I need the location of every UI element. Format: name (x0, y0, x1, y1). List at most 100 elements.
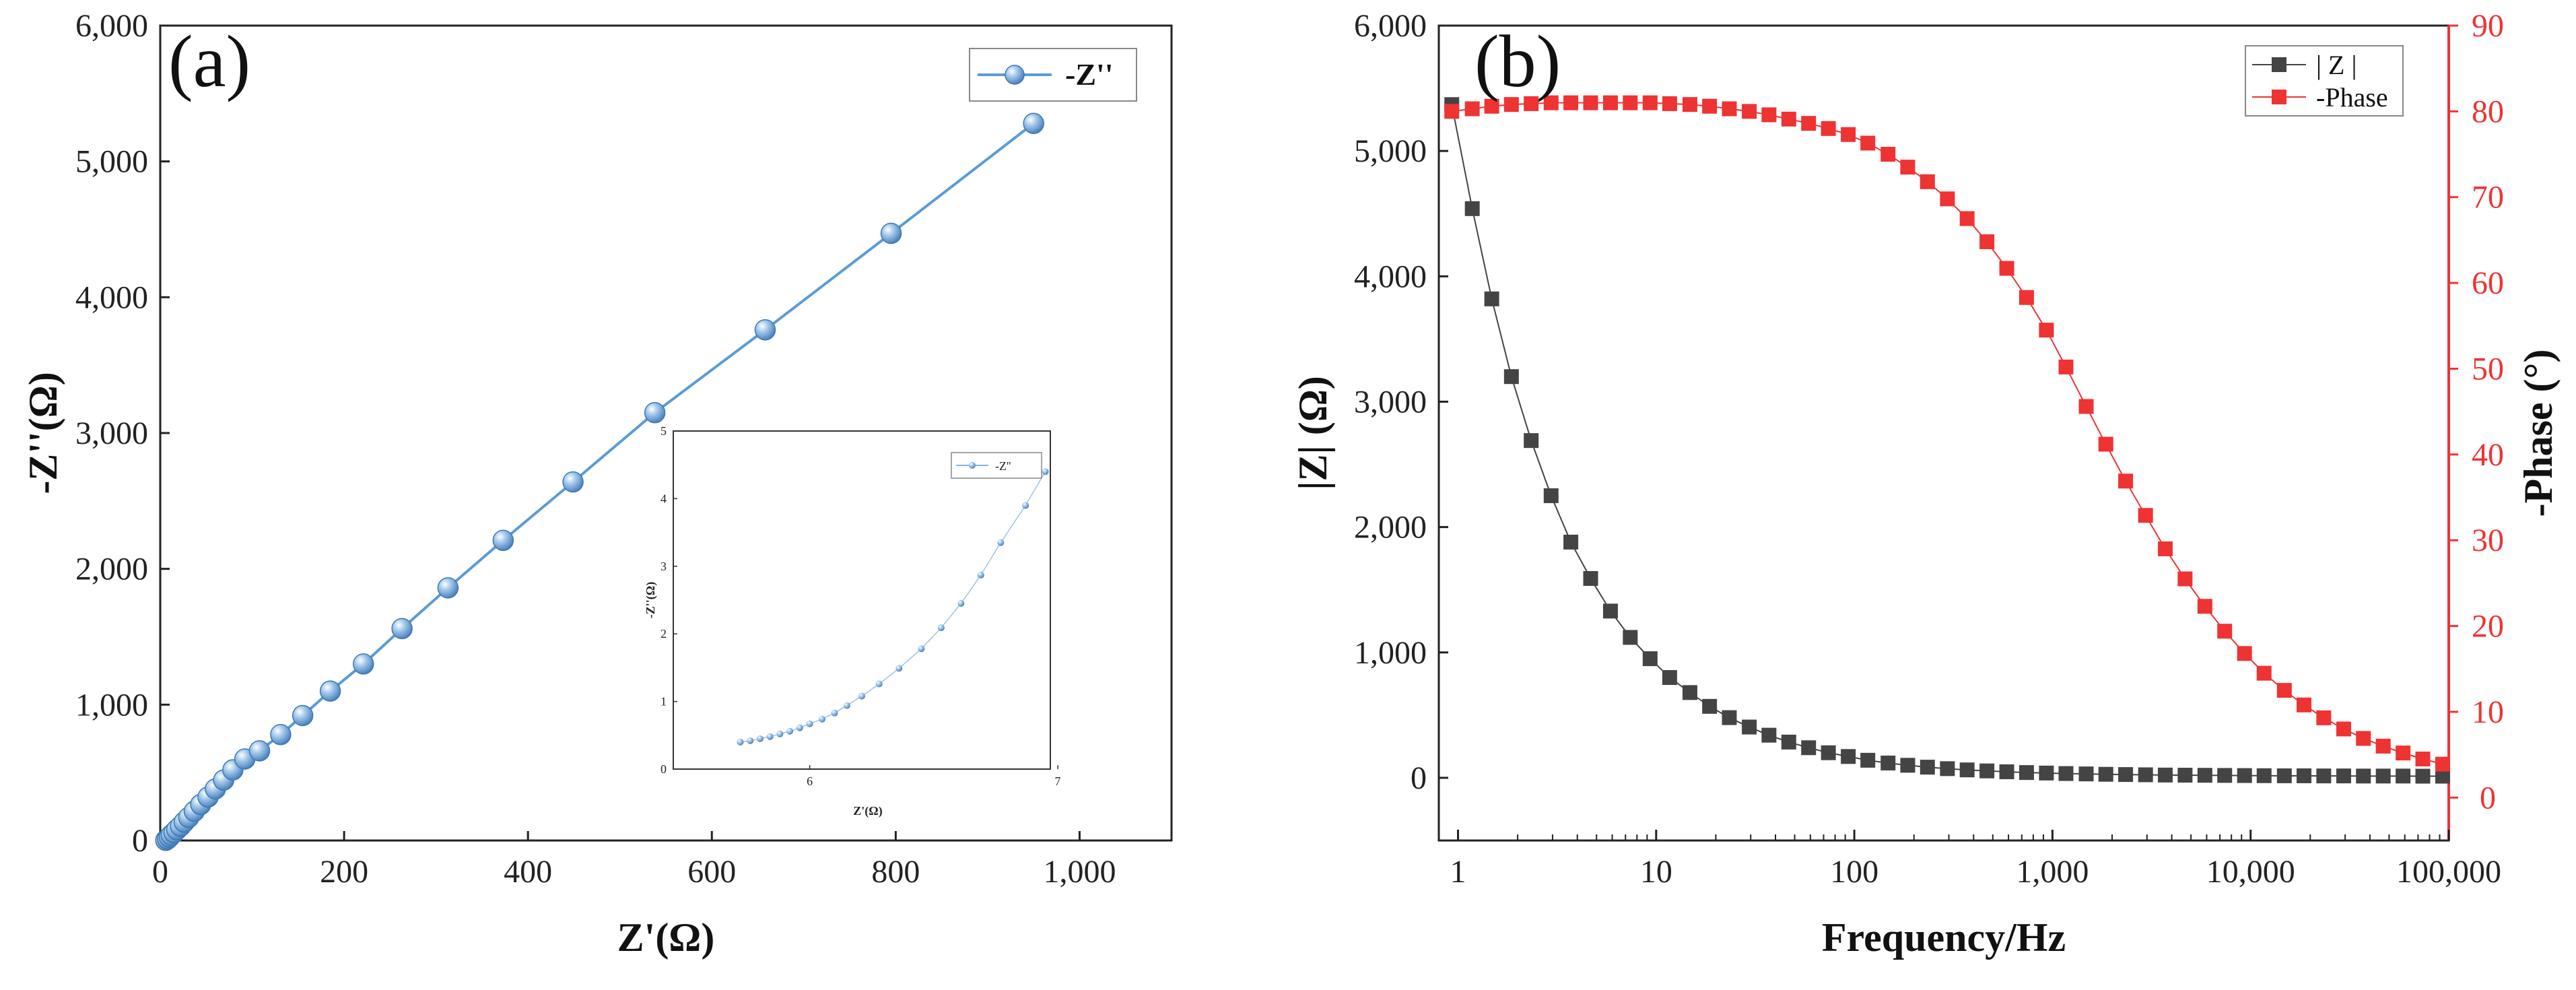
panel-a-y-axis-title: -Z''(Ω) (21, 372, 65, 494)
panel-a-inset-data-point (997, 539, 1005, 546)
panel-b-phase-data-point (1841, 127, 1856, 142)
panel-a-inset-series (737, 468, 1049, 746)
panel-b-y-right-tick-label: 70 (2472, 180, 2504, 216)
panel-b-phase-data-point (1682, 97, 1697, 112)
panel-a-ticks: 0 200 400 600 800 1,000 0 1,000 2,000 3,000 4,000 5… (75, 8, 1116, 890)
panel-a-inset-y-tick-label: 0 (660, 762, 667, 776)
panel-b-x-tick-label: 10,000 (2206, 854, 2295, 890)
panel-a-inset-data-point (1022, 502, 1029, 509)
panel-b-phase-data-point (1959, 211, 1975, 226)
panel-a-data-point (353, 653, 374, 675)
panel-a-inset-data-point (977, 571, 984, 579)
panel-a-inset-data-point (895, 665, 903, 672)
panel-b-y-right-tick-label: 60 (2472, 265, 2504, 301)
panel-b-phase-data-point (2118, 473, 2134, 489)
panel-b-phase-data-point (1979, 234, 1995, 249)
panel-b-phase-data-point (2276, 683, 2292, 698)
panel-b-phase-data-point (2336, 721, 2351, 737)
panel-b-z-data-point (1860, 752, 1876, 768)
panel-b-z-data-point (2435, 768, 2450, 784)
panel-a-inset-data-point (918, 645, 925, 653)
panel-b-z-data-point (1642, 651, 1658, 667)
panel-b-z-data-point (1742, 719, 1757, 735)
panel-b-z-data-point (1524, 433, 1539, 449)
panel-b-series (1444, 95, 2450, 784)
panel-b-phase-data-point (2237, 646, 2252, 661)
panel-b-legend-marker-z (2272, 57, 2286, 72)
panel-b-phase-data-point (2375, 738, 2391, 754)
panel-a-x-tick-label: 600 (687, 854, 736, 890)
panel-b-z-data-point (1623, 630, 1638, 645)
panel-b-z-data-point (2078, 766, 2094, 782)
panel-b-x-tick-label: 1,000 (2016, 854, 2089, 890)
panel-a-inset-data-point (831, 709, 838, 717)
panel-b-z-data-point (1880, 755, 1896, 770)
panel-a-inset-data-point (957, 600, 965, 607)
panel-a-data-point (562, 471, 584, 493)
panel-b-phase-data-point (1623, 95, 1638, 110)
panel-a-inset-legend-marker (969, 462, 976, 469)
panel-b-z-data-point (2019, 765, 2034, 781)
panel-b-y-tick-label: 3,000 (1354, 384, 1427, 420)
panel-b-x-tick-label: 100,000 (2396, 854, 2501, 890)
panel-a-inset: 6 7 0 1 2 3 4 5 -Z'' Z'(Ω) -Z''(Ω) (644, 424, 1061, 818)
panel-b-z-data-point (2336, 768, 2351, 784)
panel-b-bode-plot: 1 10 100 1,000 10,000 100,00001,0002,0003,000… (1291, 8, 2561, 960)
panel-b-z-data-point (1543, 488, 1559, 504)
panel-a-series (155, 112, 1044, 851)
panel-b-phase-data-point (2415, 752, 2431, 766)
panel-b-phase-data-point (1940, 191, 1955, 207)
panel-b-phase-data-point (2356, 731, 2371, 746)
panel-a-inset-y-tick-label: 2 (660, 627, 667, 640)
panel-a-inset-legend: -Z'' (951, 452, 1042, 479)
panel-b-phase-data-point (2316, 710, 2332, 725)
panel-b-legend-marker-phase (2272, 90, 2286, 104)
panel-b-z-data-point (2197, 768, 2212, 783)
panel-a-legend-marker (1005, 65, 1025, 85)
panel-a-inset-data-point (766, 733, 774, 740)
panel-a-data-point (1023, 112, 1044, 134)
panel-b-z-data-point (1999, 764, 2014, 779)
panel-b-y-right-tick-label: 80 (2472, 94, 2504, 129)
panel-b-legend-label-z: | Z | (2316, 50, 2357, 80)
panel-b-phase-data-point (1543, 95, 1559, 110)
panel-b-x-tick-label: 10 (1640, 854, 1672, 890)
panel-b-z-data-point (2157, 767, 2173, 783)
panel-b-y-right-tick-label: 20 (2472, 609, 2504, 645)
panel-b-z-data-point (1682, 685, 1697, 700)
panel-b-y-right-tick-label: 10 (2472, 694, 2504, 730)
panel-b-x-tick-label: 1 (1450, 854, 1466, 890)
panel-b-z-data-point (2316, 768, 2332, 784)
panel-b-legend: | Z | -Phase (2245, 45, 2404, 117)
panel-b-z-data-point (2276, 768, 2292, 783)
panel-b-y-tick-label: 5,000 (1354, 133, 1427, 169)
panel-b-phase-data-point (1821, 121, 1836, 136)
panel-a-inset-data-point (747, 737, 754, 744)
panel-a-inset-data-point (843, 702, 850, 709)
panel-b-phase-data-point (2078, 399, 2094, 414)
panel-b-z-data-point (1484, 291, 1499, 306)
panel-b-label: (b) (1475, 20, 1561, 102)
panel-a-legend: -Z'' (969, 48, 1137, 102)
panel-a-data-point (319, 680, 341, 702)
panel-b-phase-data-point (1583, 95, 1598, 110)
panel-b-phase-data-point (1722, 101, 1737, 117)
panel-b-x-axis-title: Frequency/Hz (1822, 915, 2066, 960)
panel-a-inset-data-point (737, 738, 744, 746)
panel-a-y-tick-label: 4,000 (75, 279, 148, 315)
panel-a-inset-data-point (875, 680, 883, 688)
panel-a-inset-y-tick-label: 3 (660, 560, 667, 573)
panel-b-ticks: 1 10 100 1,000 10,000 100,00001,0002,0003,000… (1354, 8, 2504, 890)
panel-a-inset-data-point (806, 720, 813, 727)
panel-b-phase-data-point (1781, 111, 1796, 127)
panel-b-phase-data-point (1920, 174, 1935, 189)
panel-b-z-data-point (1464, 201, 1480, 216)
panel-a-y-tick-label: 1,000 (75, 687, 148, 723)
panel-b-phase-data-point (1524, 96, 1539, 111)
panel-a-inset-data-point (776, 730, 784, 737)
panel-b-phase-data-point (1999, 261, 2014, 276)
panel-a-nyquist-plot: 0 200 400 600 800 1,000 0 1,000 2,000 3,000 4,000 5… (21, 8, 1173, 960)
panel-a-data-point (492, 529, 514, 552)
panel-a-data-point (880, 222, 902, 244)
panel-a-data-point (248, 740, 271, 762)
